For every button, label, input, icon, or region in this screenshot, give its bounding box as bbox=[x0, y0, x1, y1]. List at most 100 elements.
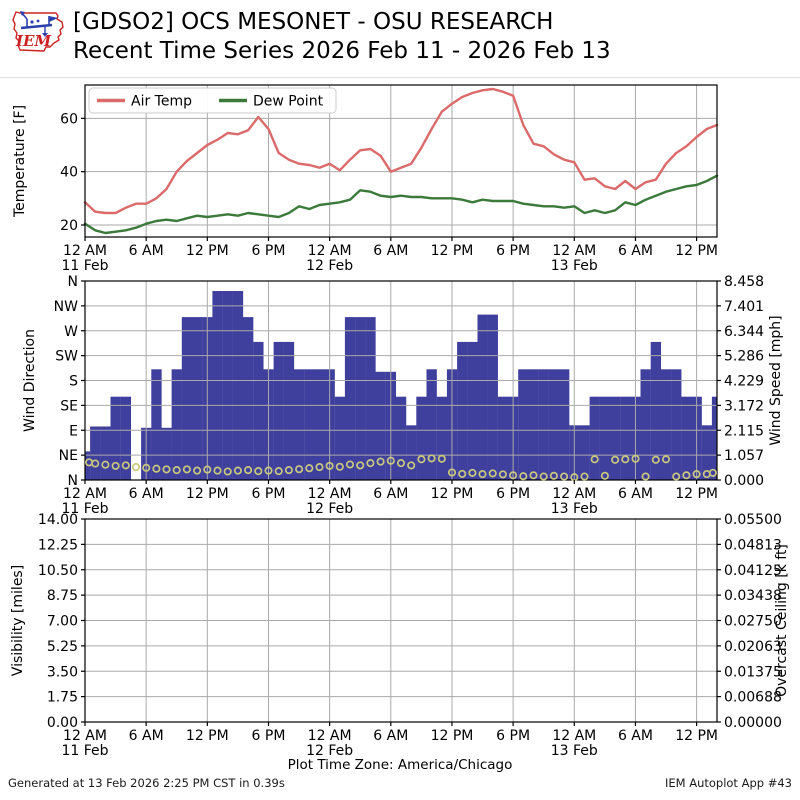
svg-text:12 Feb: 12 Feb bbox=[306, 743, 353, 759]
svg-text:8.75: 8.75 bbox=[47, 588, 78, 604]
svg-text:12 AM: 12 AM bbox=[552, 728, 596, 744]
svg-text:12 PM: 12 PM bbox=[186, 486, 229, 502]
iem-logo: IEM bbox=[12, 11, 64, 52]
svg-text:0.00000: 0.00000 bbox=[724, 715, 782, 731]
wind-grid bbox=[85, 281, 717, 480]
svg-text:12 AM: 12 AM bbox=[308, 728, 352, 744]
svg-text:12 PM: 12 PM bbox=[675, 243, 718, 259]
wind-direction-bars bbox=[85, 291, 718, 480]
wind-direction-axis-title: Wind Direction bbox=[22, 329, 38, 432]
svg-text:12 AM: 12 AM bbox=[308, 243, 352, 259]
svg-text:5.25: 5.25 bbox=[47, 639, 78, 655]
svg-text:6 PM: 6 PM bbox=[496, 728, 530, 744]
plot-title-line2: Recent Time Series 2026 Feb 11 - 2026 Fe… bbox=[73, 38, 611, 64]
svg-text:4.229: 4.229 bbox=[724, 374, 764, 390]
wind-speed-markers bbox=[85, 454, 717, 482]
svg-text:0.03438: 0.03438 bbox=[724, 588, 782, 604]
svg-text:2.115: 2.115 bbox=[724, 423, 764, 439]
svg-text:0.01375: 0.01375 bbox=[724, 664, 782, 680]
svg-text:14.00: 14.00 bbox=[38, 512, 78, 528]
svg-text:60: 60 bbox=[60, 111, 78, 127]
visibility-axis-title: Visibility [miles] bbox=[10, 565, 26, 676]
svg-text:6 PM: 6 PM bbox=[252, 728, 286, 744]
svg-text:11 Feb: 11 Feb bbox=[61, 258, 108, 274]
svg-text:1.057: 1.057 bbox=[724, 448, 764, 464]
svg-text:6 PM: 6 PM bbox=[252, 243, 286, 259]
svg-text:11 Feb: 11 Feb bbox=[61, 501, 108, 517]
svg-text:S: S bbox=[69, 374, 78, 390]
svg-text:0.00: 0.00 bbox=[47, 715, 78, 731]
svg-text:5.286: 5.286 bbox=[724, 349, 764, 365]
svg-text:E: E bbox=[69, 423, 78, 439]
logo-iem-text: IEM bbox=[15, 32, 51, 50]
svg-text:8.458: 8.458 bbox=[724, 274, 764, 290]
svg-text:6 AM: 6 AM bbox=[373, 728, 408, 744]
svg-text:12.25: 12.25 bbox=[38, 537, 78, 553]
svg-text:6 AM: 6 AM bbox=[618, 728, 653, 744]
svg-text:11 Feb: 11 Feb bbox=[61, 743, 108, 759]
svg-text:12 AM: 12 AM bbox=[63, 486, 107, 502]
svg-text:6 AM: 6 AM bbox=[129, 243, 164, 259]
svg-text:0.05500: 0.05500 bbox=[724, 512, 782, 528]
svg-text:6 AM: 6 AM bbox=[373, 486, 408, 502]
svg-text:12 PM: 12 PM bbox=[186, 243, 229, 259]
wind-y-tick-labels-left: N NE E SE S SW W NW N bbox=[54, 274, 85, 489]
svg-text:N: N bbox=[68, 473, 78, 489]
svg-text:6 AM: 6 AM bbox=[618, 486, 653, 502]
svg-text:12 AM: 12 AM bbox=[552, 243, 596, 259]
temp-y-axis-title: Temperature [F] bbox=[12, 105, 28, 218]
svg-text:Air Temp: Air Temp bbox=[131, 94, 192, 110]
svg-text:W: W bbox=[64, 324, 78, 340]
svg-text:6 AM: 6 AM bbox=[129, 728, 164, 744]
svg-text:6 PM: 6 PM bbox=[496, 243, 530, 259]
weather-station-icon bbox=[20, 11, 58, 37]
svg-text:12 PM: 12 PM bbox=[675, 728, 718, 744]
svg-text:12 PM: 12 PM bbox=[186, 728, 229, 744]
app-credit: IEM Autoplot App #43 bbox=[664, 776, 792, 790]
dew-point-line bbox=[83, 174, 719, 235]
svg-text:6 AM: 6 AM bbox=[373, 243, 408, 259]
svg-text:20: 20 bbox=[60, 218, 78, 234]
plot-title: [GDSO2] OCS MESONET - OSU RESEARCH Recen… bbox=[73, 8, 611, 66]
svg-text:0.02750: 0.02750 bbox=[724, 614, 782, 630]
svg-text:0.000: 0.000 bbox=[724, 473, 764, 489]
wind-speed-axis-title: Wind Speed [mph] bbox=[768, 315, 784, 445]
plot-title-line1: [GDSO2] OCS MESONET - OSU RESEARCH bbox=[73, 9, 554, 35]
svg-text:12 AM: 12 AM bbox=[63, 243, 107, 259]
svg-text:12 Feb: 12 Feb bbox=[306, 258, 353, 274]
svg-text:SE: SE bbox=[60, 398, 78, 414]
generated-stamp: Generated at 13 Feb 2026 2:25 PM CST in … bbox=[8, 776, 285, 790]
svg-text:6 PM: 6 PM bbox=[496, 486, 530, 502]
temp-legend: Air Temp Dew Point bbox=[88, 87, 337, 114]
svg-text:12 PM: 12 PM bbox=[431, 486, 474, 502]
svg-text:13 Feb: 13 Feb bbox=[551, 258, 598, 274]
svg-text:0.02063: 0.02063 bbox=[724, 639, 782, 655]
svg-text:3.172: 3.172 bbox=[724, 398, 764, 414]
svg-text:SW: SW bbox=[55, 349, 78, 365]
svg-text:12 Feb: 12 Feb bbox=[306, 501, 353, 517]
svg-text:10.50: 10.50 bbox=[38, 563, 78, 579]
temp-y-tick-labels: 20 40 60 bbox=[60, 111, 85, 234]
svg-text:13 Feb: 13 Feb bbox=[551, 743, 598, 759]
temp-frame bbox=[84, 84, 718, 238]
svg-text:NE: NE bbox=[59, 448, 78, 464]
svg-text:7.401: 7.401 bbox=[724, 299, 764, 315]
visibility-y-tick-labels-right: 0.00000 0.00688 0.01375 0.02063 0.02750 0.034… bbox=[717, 512, 782, 731]
svg-text:0.04125: 0.04125 bbox=[724, 563, 782, 579]
svg-text:6 PM: 6 PM bbox=[252, 486, 286, 502]
svg-text:0.04813: 0.04813 bbox=[724, 537, 782, 553]
svg-text:12 PM: 12 PM bbox=[675, 486, 718, 502]
wind-y-tick-labels-right: 0.000 1.057 2.115 3.172 4.229 5.286 6.344 7.401… bbox=[717, 274, 764, 489]
svg-text:NW: NW bbox=[54, 299, 78, 315]
svg-text:12 AM: 12 AM bbox=[308, 486, 352, 502]
svg-text:12 AM: 12 AM bbox=[552, 486, 596, 502]
visibility-grid bbox=[85, 519, 717, 722]
svg-text:12 AM: 12 AM bbox=[63, 728, 107, 744]
overcast-ceiling-axis-title: Overcast Ceiling [k ft] bbox=[774, 544, 790, 697]
svg-text:13 Feb: 13 Feb bbox=[551, 501, 598, 517]
svg-text:6.344: 6.344 bbox=[724, 324, 764, 340]
svg-text:Dew Point: Dew Point bbox=[253, 94, 324, 110]
